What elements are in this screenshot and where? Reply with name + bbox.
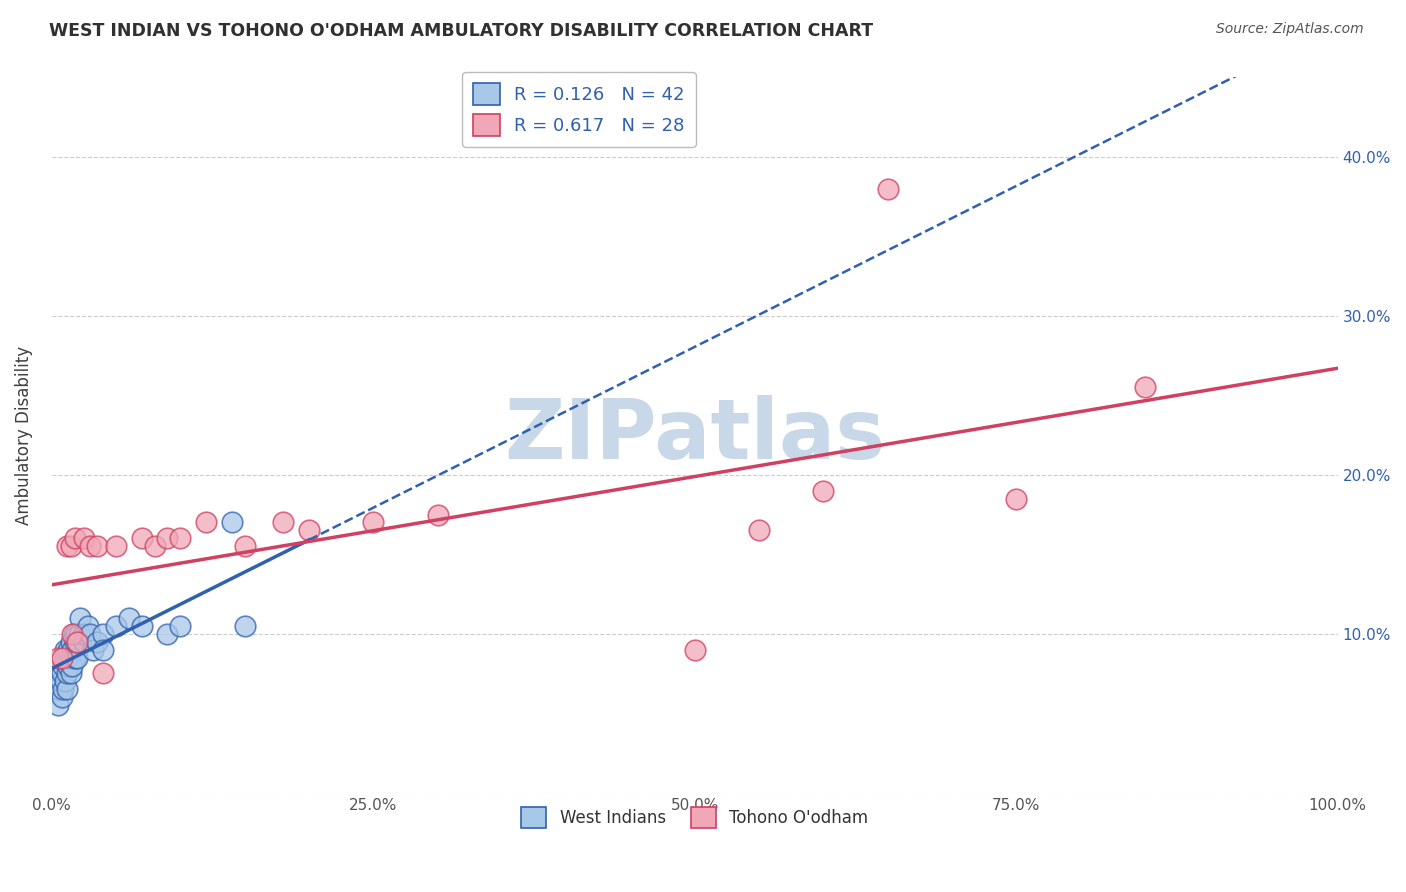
- Point: [46, 698, 69, 713]
- Point: [79, 626, 101, 640]
- Point: [105, 619, 128, 633]
- Point: [46, 650, 69, 665]
- Point: [1133, 380, 1156, 394]
- Point: [131, 532, 153, 546]
- Point: [426, 508, 449, 522]
- Point: [813, 483, 835, 498]
- Point: [91, 626, 114, 640]
- Point: [683, 642, 706, 657]
- Point: [53, 650, 76, 665]
- Point: [51, 666, 73, 681]
- Point: [46, 682, 69, 697]
- Text: WEST INDIAN VS TOHONO O'ODHAM AMBULATORY DISABILITY CORRELATION CHART: WEST INDIAN VS TOHONO O'ODHAM AMBULATORY…: [49, 22, 873, 40]
- Point: [82, 642, 104, 657]
- Point: [69, 611, 91, 625]
- Point: [73, 634, 96, 648]
- Point: [1005, 491, 1028, 506]
- Point: [169, 619, 191, 633]
- Legend: West Indians, Tohono O'odham: West Indians, Tohono O'odham: [515, 801, 875, 834]
- Point: [58, 658, 80, 673]
- Point: [53, 642, 76, 657]
- Point: [60, 650, 83, 665]
- Point: [91, 642, 114, 657]
- Point: [60, 634, 83, 648]
- Point: [73, 532, 96, 546]
- Point: [51, 690, 73, 705]
- Point: [66, 634, 89, 648]
- Point: [86, 634, 108, 648]
- Point: [195, 516, 218, 530]
- Point: [298, 524, 321, 538]
- Point: [65, 626, 87, 640]
- Y-axis label: Ambulatory Disability: Ambulatory Disability: [15, 345, 32, 524]
- Text: Source: ZipAtlas.com: Source: ZipAtlas.com: [1216, 22, 1364, 37]
- Point: [56, 682, 79, 697]
- Point: [876, 182, 898, 196]
- Point: [60, 626, 83, 640]
- Point: [67, 626, 90, 640]
- Point: [143, 539, 166, 553]
- Point: [63, 532, 86, 546]
- Point: [169, 532, 191, 546]
- Point: [156, 626, 179, 640]
- Point: [52, 658, 75, 673]
- Point: [76, 619, 98, 633]
- Point: [156, 532, 179, 546]
- Point: [105, 539, 128, 553]
- Point: [60, 666, 83, 681]
- Point: [63, 650, 86, 665]
- Point: [233, 539, 256, 553]
- Point: [361, 516, 384, 530]
- Point: [60, 658, 83, 673]
- Point: [86, 539, 108, 553]
- Point: [73, 626, 96, 640]
- Point: [56, 539, 79, 553]
- Point: [56, 666, 79, 681]
- Point: [60, 642, 83, 657]
- Point: [131, 619, 153, 633]
- Point: [52, 682, 75, 697]
- Point: [66, 634, 89, 648]
- Point: [66, 650, 89, 665]
- Point: [49, 674, 72, 689]
- Point: [91, 666, 114, 681]
- Point: [53, 674, 76, 689]
- Point: [63, 634, 86, 648]
- Point: [79, 539, 101, 553]
- Point: [118, 611, 141, 625]
- Point: [748, 524, 770, 538]
- Point: [58, 642, 80, 657]
- Point: [60, 539, 83, 553]
- Point: [221, 516, 243, 530]
- Point: [51, 650, 73, 665]
- Point: [233, 619, 256, 633]
- Point: [62, 626, 84, 640]
- Point: [271, 516, 294, 530]
- Text: ZIPatlas: ZIPatlas: [505, 394, 886, 475]
